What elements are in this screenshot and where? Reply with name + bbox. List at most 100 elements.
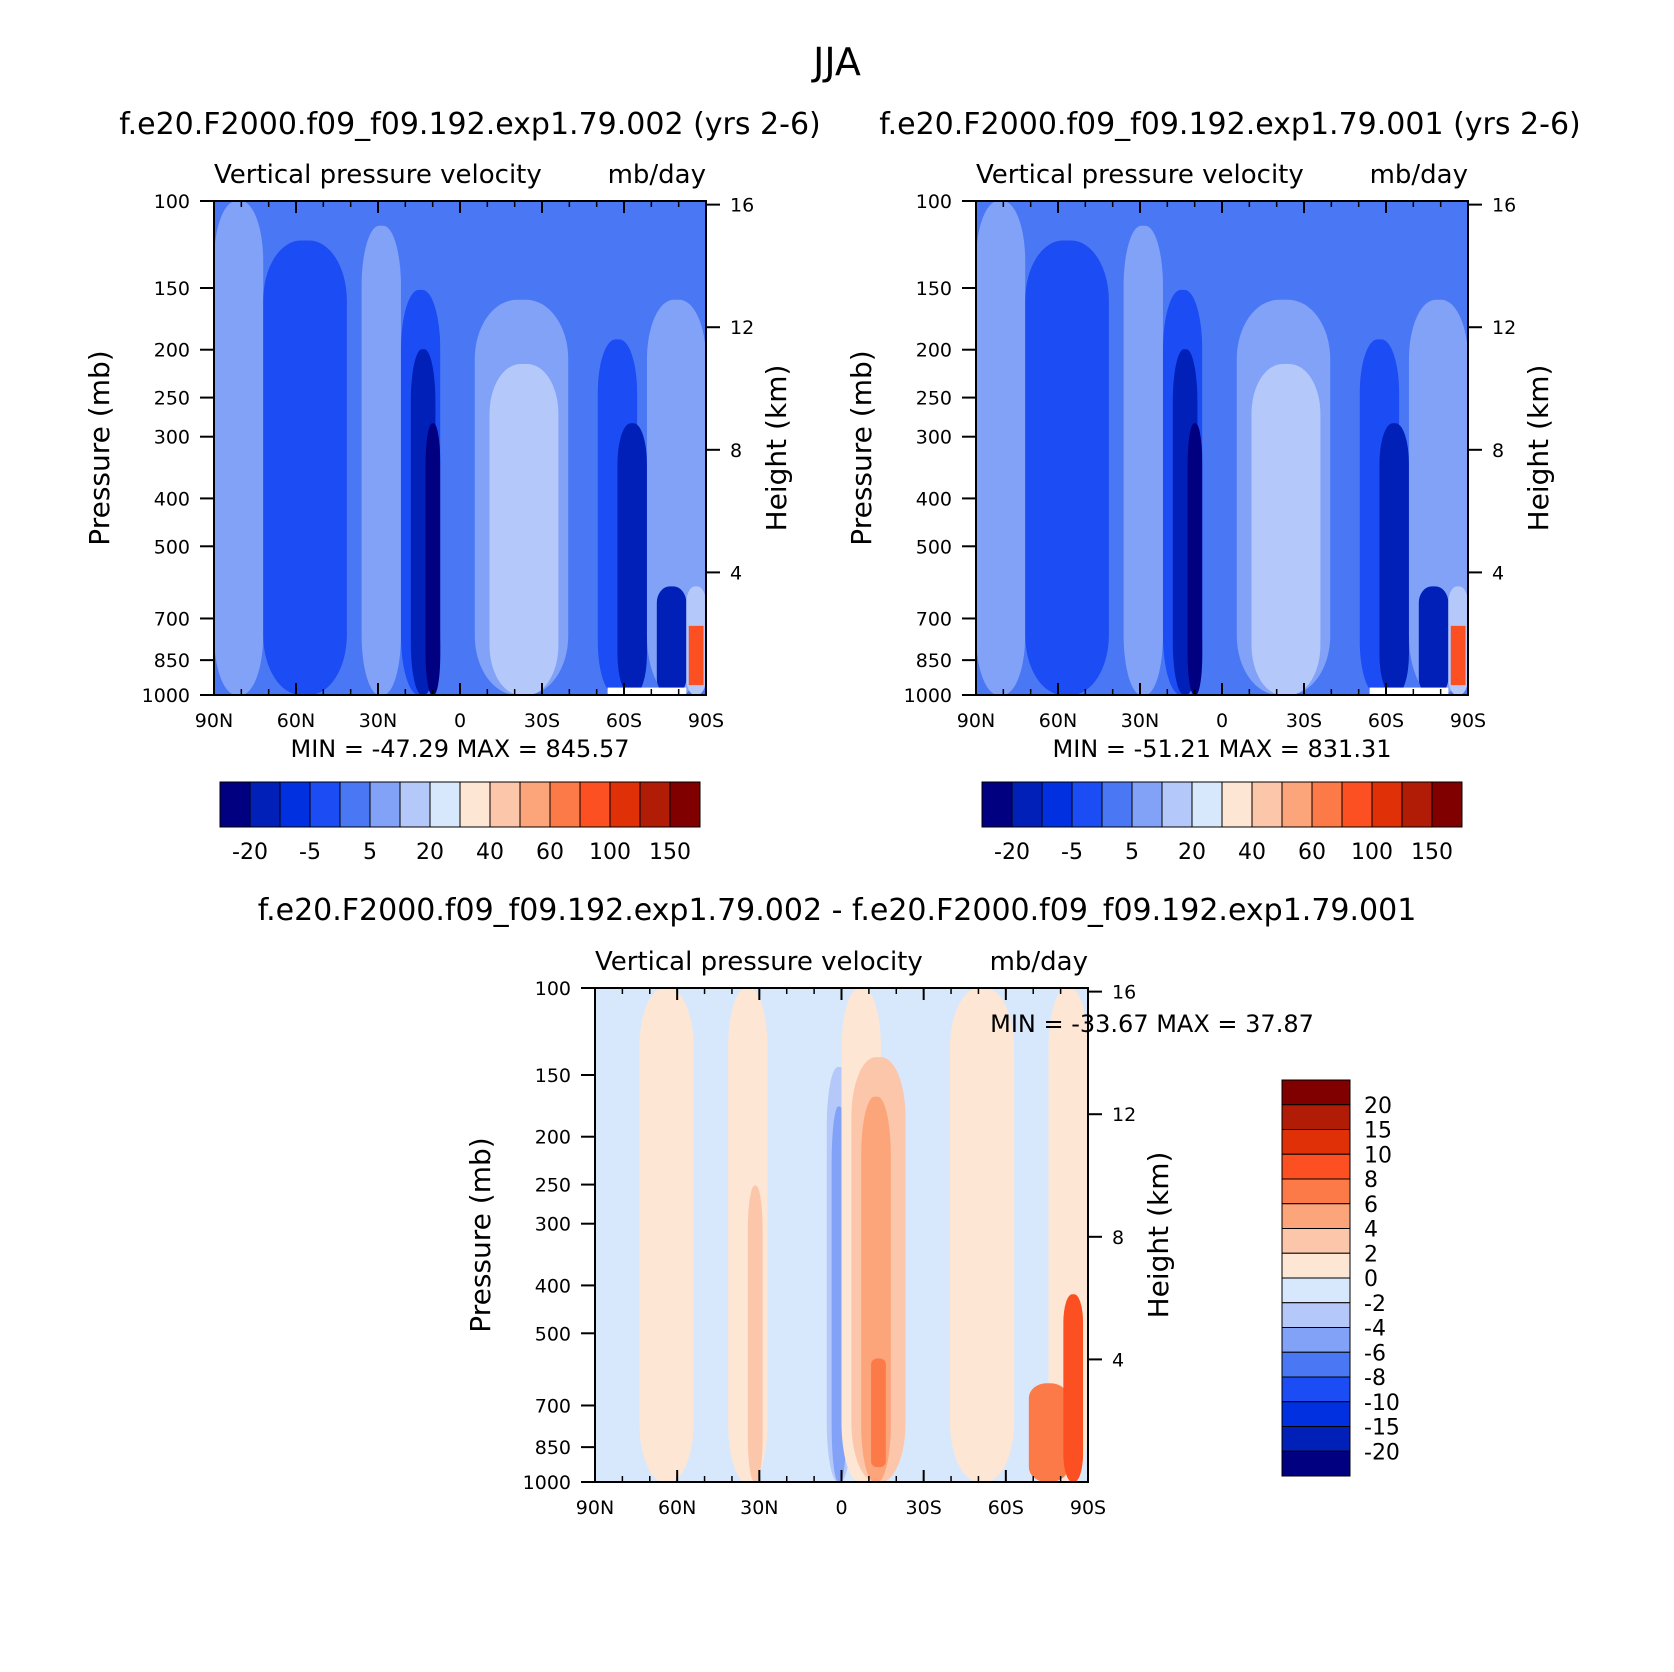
contour-band <box>1251 364 1321 695</box>
colorbar-label: 40 <box>476 840 504 865</box>
min-max-label: MIN = -47.29 MAX = 845.57 <box>290 735 629 763</box>
y-axis-label: Pressure (mb) <box>845 350 878 545</box>
x-tick-label: 90N <box>576 1497 614 1519</box>
contour-band <box>361 225 401 695</box>
colorbar-swatch <box>1011 781 1043 828</box>
colorbar-swatch <box>1281 1327 1351 1353</box>
y2-tick-label: 16 <box>1112 982 1136 1004</box>
contour-band <box>617 423 647 695</box>
y-tick-label: 250 <box>154 388 190 410</box>
x-tick-label: 60N <box>277 710 315 732</box>
y-tick-label: 1000 <box>142 685 190 707</box>
colorbar-swatch <box>1041 781 1073 828</box>
contour-band <box>1379 423 1409 695</box>
x-tick-label: 60S <box>1368 710 1404 732</box>
x-tick-label: 0 <box>835 1497 847 1519</box>
y-tick-label: 250 <box>916 388 952 410</box>
y2-tick-label: 12 <box>1112 1104 1136 1126</box>
colorbar-swatch <box>1101 781 1133 828</box>
colorbar-swatch <box>1431 781 1463 828</box>
colorbar-label: 10 <box>1364 1143 1392 1168</box>
contour-band <box>639 988 694 1482</box>
colorbar-label: 100 <box>589 840 631 865</box>
x-tick-label: 60N <box>658 1497 696 1519</box>
colorbar-swatch <box>309 781 341 828</box>
colorbar-swatch <box>1281 1376 1351 1403</box>
contour-band <box>949 988 1015 1482</box>
y2-tick-label: 4 <box>730 562 742 584</box>
contour-band <box>214 201 264 695</box>
colorbar-swatch <box>1221 781 1253 828</box>
plot-subtitle-left: Vertical pressure velocity <box>976 160 1304 190</box>
y-tick-label: 700 <box>154 608 190 630</box>
x-tick-label: 30S <box>1286 710 1322 732</box>
colorbar-swatch <box>669 781 701 828</box>
colorbar-swatch <box>1281 1129 1351 1155</box>
colorbar-swatch <box>1281 1277 1351 1304</box>
colorbar-swatch <box>981 781 1013 828</box>
colorbar-swatch <box>609 781 641 828</box>
colorbar-label: 20 <box>1178 840 1206 865</box>
y2-tick-label: 8 <box>730 440 742 462</box>
y-tick-label: 100 <box>916 191 952 213</box>
contour-band <box>1123 225 1163 695</box>
y2-axis-label: Height (km) <box>1142 1152 1175 1319</box>
contour-band <box>976 201 1026 695</box>
colorbar-label: -8 <box>1364 1366 1386 1391</box>
missing-data <box>607 687 687 695</box>
contour-band <box>489 364 559 695</box>
colorbar-swatch <box>1161 781 1193 828</box>
colorbar-label: 0 <box>1364 1267 1378 1292</box>
y2-tick-label: 16 <box>1492 195 1516 217</box>
y-tick-label: 200 <box>535 1127 571 1149</box>
y-tick-label: 1000 <box>523 1472 571 1494</box>
colorbar-label: 150 <box>1411 840 1453 865</box>
plot-subtitle-left: Vertical pressure velocity <box>214 160 542 190</box>
colorbar-swatch <box>579 781 611 828</box>
contour-band <box>1202 225 1232 695</box>
colorbar-label: 150 <box>649 840 691 865</box>
colorbar-swatch <box>519 781 551 828</box>
colorbar-swatch <box>459 781 491 828</box>
colorbar-swatch <box>1281 1153 1351 1180</box>
colorbar-label: 60 <box>536 840 564 865</box>
colorbar-label: -20 <box>994 840 1030 865</box>
y2-tick-label: 12 <box>1492 317 1516 339</box>
panel-3 <box>581 987 1351 1483</box>
x-tick-label: 90S <box>688 710 724 732</box>
x-tick-label: 30N <box>740 1497 778 1519</box>
x-tick-label: 90S <box>1070 1497 1106 1519</box>
y-tick-label: 300 <box>916 427 952 449</box>
y-tick-label: 300 <box>535 1214 571 1236</box>
colorbar-swatch <box>1341 781 1373 828</box>
colorbar-swatch <box>1401 781 1433 828</box>
colorbar-swatch <box>1281 1079 1351 1106</box>
contour-field <box>976 201 1468 695</box>
panel-1 <box>200 200 720 828</box>
colorbar-label: -20 <box>1364 1440 1400 1465</box>
y2-tick-label: 4 <box>1112 1349 1124 1371</box>
x-tick-label: 90N <box>957 710 995 732</box>
contour-band <box>440 225 470 695</box>
colorbar-label: 60 <box>1298 840 1326 865</box>
colorbar-swatch <box>1251 781 1283 828</box>
colorbar-swatch <box>549 781 581 828</box>
panel-2-title: f.e20.F2000.f09_f09.192.exp1.79.001 (yrs… <box>879 107 1581 142</box>
contour-band <box>263 240 347 695</box>
contour-field <box>214 201 706 695</box>
y-tick-label: 700 <box>535 1395 571 1417</box>
x-tick-label: 30N <box>1121 710 1159 732</box>
x-tick-label: 60S <box>988 1497 1024 1519</box>
colorbar-swatch <box>1281 1252 1351 1279</box>
y-tick-label: 700 <box>916 608 952 630</box>
figure-title: JJA <box>813 40 861 84</box>
contour-band <box>1450 625 1466 686</box>
colorbar-label: -4 <box>1364 1317 1386 1342</box>
colorbar-swatch <box>489 781 521 828</box>
colorbar-label: 4 <box>1364 1218 1378 1243</box>
plot-subtitle-left: Vertical pressure velocity <box>595 947 923 977</box>
y2-axis-label: Height (km) <box>760 365 793 532</box>
y-tick-label: 850 <box>916 650 952 672</box>
y-tick-label: 200 <box>916 340 952 362</box>
